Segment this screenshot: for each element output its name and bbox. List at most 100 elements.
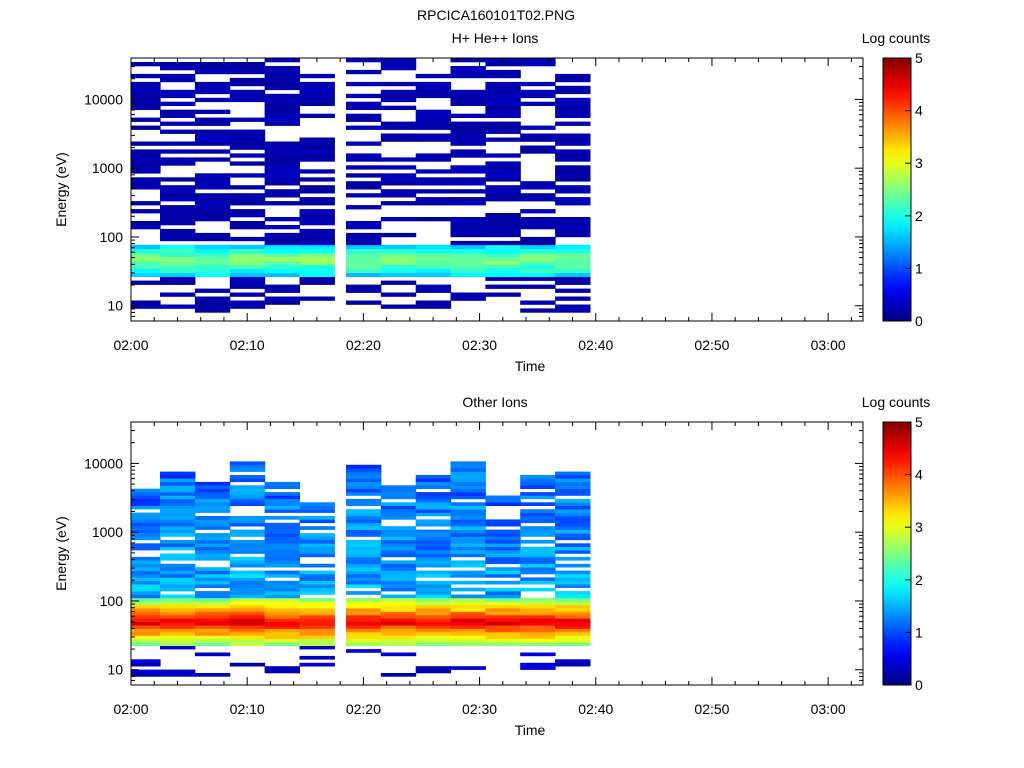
- heatmap-cell: [131, 659, 161, 663]
- heatmap-cell: [450, 601, 486, 605]
- heatmap-cell: [131, 604, 161, 609]
- heatmap-cell: [485, 260, 521, 265]
- heatmap-cell: [450, 519, 486, 524]
- heatmap-cell: [485, 495, 521, 500]
- heatmap-cell: [229, 461, 266, 466]
- heatmap-cell: [264, 217, 300, 222]
- heatmap-cell: [131, 621, 161, 626]
- heatmap-cell: [229, 543, 266, 547]
- heatmap-cell: [520, 485, 556, 489]
- heatmap-cell: [346, 288, 382, 293]
- heatmap-cell: [160, 272, 196, 277]
- colorbar-tick-label: 0: [915, 677, 923, 693]
- heatmap-cell: [485, 580, 521, 585]
- heatmap-cell: [299, 604, 335, 609]
- heatmap-cell: [229, 221, 266, 226]
- heatmap-cell: [229, 97, 266, 103]
- heatmap-cell: [194, 133, 231, 138]
- heatmap-cell: [229, 519, 266, 524]
- heatmap-cell: [299, 256, 335, 262]
- heatmap-cell: [346, 502, 382, 506]
- heatmap-cell: [450, 292, 486, 297]
- heatmap-cell: [520, 217, 556, 222]
- heatmap-cell: [555, 536, 591, 541]
- heatmap-cell: [229, 173, 266, 178]
- heatmap-cell: [485, 529, 521, 534]
- heatmap-cell: [131, 248, 161, 254]
- heatmap-cell: [264, 522, 300, 527]
- heatmap-cell: [380, 615, 417, 619]
- heatmap-cell: [346, 621, 382, 626]
- heatmap-cell: [415, 481, 452, 486]
- heatmap-cell: [229, 276, 266, 281]
- heatmap-cell: [346, 628, 382, 633]
- heatmap-cells: [131, 461, 591, 677]
- heatmap-cell: [450, 580, 486, 585]
- heatmap-cell: [131, 169, 161, 174]
- heatmap-cell: [299, 505, 335, 510]
- heatmap-cell: [299, 502, 335, 506]
- heatmap-cell: [520, 642, 556, 646]
- heatmap-cell: [264, 244, 300, 250]
- heatmap-cell: [131, 161, 161, 166]
- heatmap-cell: [299, 628, 335, 633]
- heatmap-cell: [450, 165, 486, 170]
- heatmap-cell: [229, 533, 266, 537]
- heatmap-cell: [194, 308, 231, 313]
- heatmap-cell: [380, 232, 417, 238]
- heatmap-cell: [346, 567, 382, 571]
- heatmap-cell: [264, 268, 300, 273]
- heatmap-cell: [194, 567, 231, 571]
- heatmap-cell: [194, 244, 231, 250]
- heatmap-cell: [229, 225, 266, 230]
- heatmap-cell: [450, 153, 486, 158]
- heatmap-cell: [131, 209, 161, 214]
- heatmap-cell: [450, 189, 486, 194]
- heatmap-cell: [450, 570, 486, 575]
- heatmap-cell: [264, 509, 300, 513]
- heatmap-cell: [415, 638, 452, 643]
- heatmap-cell: [194, 502, 231, 506]
- heatmap-cell: [450, 516, 486, 520]
- x-tick-label: 02:50: [694, 701, 729, 717]
- heatmap-cell: [229, 93, 266, 99]
- heatmap-cell: [346, 69, 382, 75]
- heatmap-cell: [131, 256, 161, 262]
- heatmap-cell: [520, 553, 556, 558]
- heatmap-cell: [264, 587, 300, 592]
- heatmap-cell: [346, 608, 382, 612]
- heatmap-cell: [380, 66, 417, 71]
- heatmap-cell: [229, 594, 266, 599]
- heatmap-cell: [194, 117, 231, 122]
- heatmap-cell: [131, 225, 161, 230]
- heatmap-cell: [160, 478, 196, 483]
- heatmap-cell: [160, 563, 196, 568]
- heatmap-cell: [555, 502, 591, 506]
- heatmap-cell: [160, 625, 196, 629]
- heatmap-cell: [160, 673, 196, 677]
- heatmap-cell: [555, 232, 591, 238]
- heatmap-cell: [299, 655, 335, 660]
- heatmap-cell: [485, 594, 521, 599]
- heatmap-cell: [450, 471, 486, 476]
- heatmap-cell: [160, 193, 196, 198]
- heatmap-cell: [450, 533, 486, 537]
- heatmap-cell: [346, 256, 382, 262]
- heatmap-cell: [346, 221, 382, 226]
- heatmap-cell: [555, 509, 591, 513]
- heatmap-cell: [229, 529, 266, 534]
- heatmap-cell: [194, 591, 231, 595]
- heatmap-cell: [485, 105, 521, 110]
- heatmap-cell: [555, 550, 591, 554]
- heatmap-cell: [194, 137, 231, 142]
- heatmap-cell: [485, 276, 521, 281]
- heatmap-cell: [264, 58, 300, 63]
- heatmap-cell: [555, 594, 591, 599]
- heatmap-cell: [229, 604, 266, 609]
- heatmap-cell: [380, 492, 417, 496]
- heatmap-cell: [229, 611, 266, 616]
- colorbar-tick-label: 0: [915, 313, 923, 329]
- heatmap-cell: [160, 604, 196, 609]
- heatmap-cell: [520, 268, 556, 273]
- heatmap-cell: [415, 304, 452, 309]
